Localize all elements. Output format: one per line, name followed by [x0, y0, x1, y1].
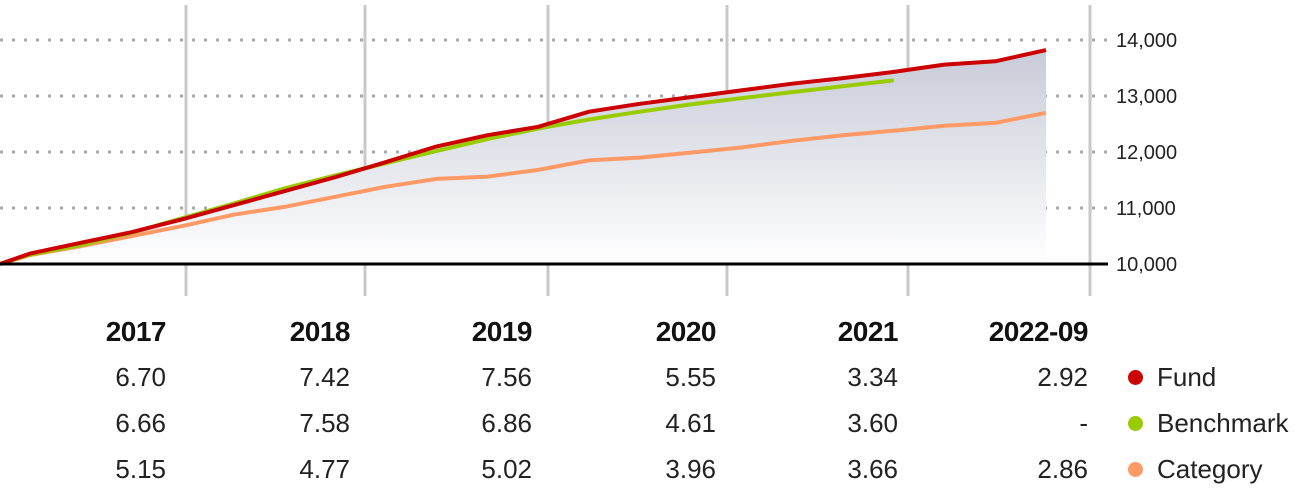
- legend-label: Fund: [1157, 362, 1217, 392]
- legend-dot-icon: [1128, 416, 1143, 431]
- return-value-fund: 6.70: [115, 362, 166, 392]
- legend-item-fund: Fund: [1128, 362, 1216, 393]
- legend-dot-icon: [1128, 462, 1143, 477]
- return-value-benchmark: 3.60: [847, 408, 898, 438]
- return-value-category: 2.86: [1037, 454, 1088, 484]
- y-tick-label: 14,000: [1116, 30, 1177, 52]
- y-tick-label: 11,000: [1116, 198, 1176, 220]
- y-tick-label: 13,000: [1116, 86, 1177, 108]
- legend-item-category: Category: [1128, 454, 1263, 485]
- return-value-benchmark: 6.86: [481, 408, 532, 438]
- legend-label: Category: [1157, 454, 1263, 484]
- return-value-category: 4.77: [299, 454, 350, 484]
- year-header: 2019: [471, 316, 533, 347]
- return-value-fund: 7.42: [299, 362, 350, 392]
- return-value-fund: 2.92: [1037, 362, 1088, 392]
- return-value-fund: 7.56: [481, 362, 532, 392]
- legend-label: Benchmark: [1157, 408, 1289, 438]
- category-line: [0, 110, 1047, 266]
- year-header: 2020: [655, 316, 717, 347]
- legend-dot-icon: [1128, 370, 1143, 385]
- return-value-benchmark: 4.61: [665, 408, 716, 438]
- legend-item-benchmark: Benchmark: [1128, 408, 1289, 439]
- growth-chart: 14,000 13,000 12,000 11,000 10,000: [0, 5, 1177, 296]
- returns-table: 2017 2018 2019 2020 2021 2022-09 6.70 7.42 7.56 5…: [0, 306, 1306, 496]
- return-value-benchmark: -: [1079, 408, 1088, 438]
- return-value-fund: 5.55: [665, 362, 716, 392]
- fund-line: [0, 48, 1047, 266]
- return-value-fund: 3.34: [847, 362, 898, 392]
- return-value-benchmark: 6.66: [115, 408, 166, 438]
- y-tick-label: 10,000: [1116, 254, 1177, 276]
- return-value-category: 3.96: [665, 454, 716, 484]
- year-header: 2021: [837, 316, 899, 347]
- y-tick-label: 12,000: [1116, 142, 1177, 164]
- year-header: 2017: [105, 316, 167, 347]
- year-header: 2018: [289, 316, 351, 347]
- return-value-category: 5.15: [115, 454, 166, 484]
- return-value-category: 5.02: [481, 454, 532, 484]
- return-value-category: 3.66: [847, 454, 898, 484]
- year-header: 2022-09: [988, 316, 1089, 347]
- return-value-benchmark: 7.58: [299, 408, 350, 438]
